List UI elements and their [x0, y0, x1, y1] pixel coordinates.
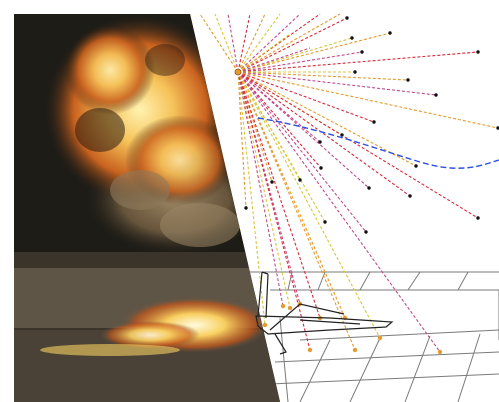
sensor-point — [350, 36, 354, 40]
ray-line — [237, 71, 356, 351]
sensor-point — [437, 349, 443, 355]
ray-line — [227, 13, 239, 73]
sensor-point — [287, 305, 293, 311]
ray-line — [237, 13, 301, 73]
sensor-point — [372, 120, 376, 124]
ray-line — [237, 71, 291, 309]
sensor-point — [496, 126, 499, 130]
ray-line — [237, 71, 479, 219]
ray-line — [237, 71, 322, 169]
grid-line — [457, 333, 481, 402]
floor-grid — [245, 271, 499, 402]
grid-line — [299, 329, 499, 341]
ray-lines — [199, 13, 499, 353]
ray-line — [237, 71, 411, 197]
grid-line — [317, 271, 326, 291]
sensor-point — [476, 50, 480, 54]
ray-line — [237, 71, 437, 96]
ray-line — [237, 71, 326, 223]
ray-line — [237, 51, 479, 73]
ray-line — [237, 71, 321, 319]
sensor-point — [434, 93, 438, 97]
sensor-point — [367, 186, 371, 190]
sensor-point — [244, 206, 248, 210]
ray-line — [237, 33, 291, 73]
grid-line — [349, 337, 381, 402]
sensor-point — [345, 16, 349, 20]
grid-line — [407, 271, 421, 291]
sensor-point — [377, 335, 383, 341]
ray-line — [237, 71, 273, 183]
ray-line — [237, 13, 281, 73]
sensor-point — [360, 50, 364, 54]
sensor-point — [280, 303, 286, 309]
sensor-point — [323, 220, 327, 224]
aircraft-wireframe-icon — [255, 271, 394, 355]
sensor-point — [364, 230, 368, 234]
ray-line — [237, 71, 370, 189]
ray-line — [237, 71, 441, 353]
grid-line — [274, 351, 499, 363]
sensor-point — [318, 140, 322, 144]
grid-line — [287, 271, 293, 291]
explosion-source-icon — [234, 68, 242, 76]
sensor-points — [244, 16, 499, 355]
sensor-point — [270, 180, 274, 184]
sensor-point — [388, 31, 392, 35]
sensor-point — [408, 194, 412, 198]
ray-line — [237, 71, 499, 129]
explosion-photo — [14, 14, 280, 402]
grid-line — [299, 339, 331, 402]
ray-line — [199, 13, 239, 73]
ray-line — [237, 71, 367, 233]
ray-line — [237, 71, 417, 167]
ray-line — [237, 47, 311, 73]
ray-line — [237, 71, 375, 123]
ray-line — [237, 71, 409, 81]
sensor-point — [298, 178, 302, 182]
ray-line — [237, 32, 391, 73]
sensor-point — [406, 78, 410, 82]
ray-line — [237, 13, 341, 73]
sensor-point — [414, 164, 418, 168]
grid-line — [279, 317, 289, 402]
sensor-point — [353, 70, 357, 74]
sensor-point — [476, 216, 480, 220]
sensor-point — [307, 347, 313, 353]
ray-line — [237, 71, 247, 209]
ray-line — [237, 71, 311, 351]
grid-line — [404, 335, 431, 402]
ray-line — [237, 71, 381, 339]
grid-line — [457, 271, 469, 291]
ray-line — [214, 13, 239, 73]
sensor-point — [319, 166, 323, 170]
sensor-point — [262, 322, 268, 328]
sensor-point — [340, 133, 344, 137]
ray-line — [237, 17, 348, 73]
ray-line — [237, 51, 363, 73]
ray-line — [237, 13, 266, 73]
wake-curve — [257, 117, 499, 169]
grid-line — [359, 271, 371, 291]
grid-line — [269, 373, 499, 385]
sensor-point — [352, 347, 358, 353]
